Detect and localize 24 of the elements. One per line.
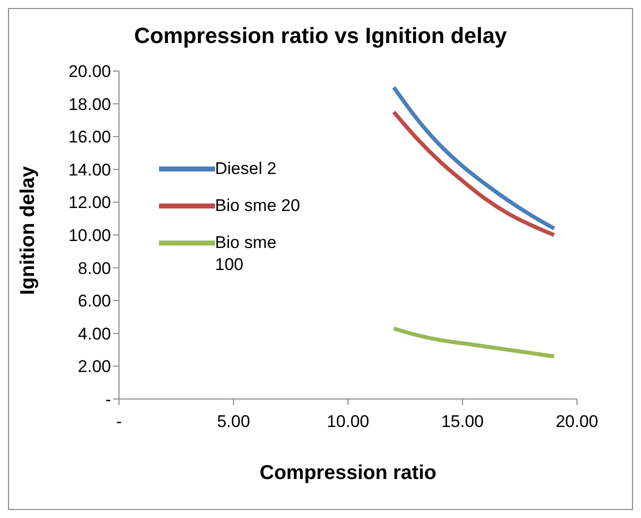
y-tick-label: 6.00 [78, 292, 111, 311]
x-tick-label: 5.00 [216, 412, 250, 432]
y-axis-title: Ignition delay [17, 165, 40, 295]
legend-label: Diesel 2 [215, 158, 278, 180]
legend-label: Bio sme 20 [215, 195, 302, 217]
y-tick-label: - [105, 390, 111, 410]
line-series [392, 326, 556, 358]
x-tick-label: 15.00 [441, 412, 484, 432]
y-tick-label: 8.00 [78, 258, 111, 278]
y-tick-label: 12.00 [68, 193, 111, 212]
y-tick-label: 16.00 [68, 128, 111, 147]
y-tick-label: 10.00 [68, 226, 111, 246]
x-axis-title: Compression ratio [260, 462, 436, 484]
y-tick-label: 20.00 [68, 62, 111, 82]
x-tick-label: 20.00 [556, 412, 598, 432]
legend-label: Bio sme 100 [215, 232, 278, 276]
x-tick-label: 10.00 [326, 412, 370, 432]
y-tick-label: 18.00 [68, 94, 111, 114]
y-tick-label: 14.00 [68, 160, 111, 180]
line-series [392, 85, 556, 230]
y-tick-label: 2.00 [78, 357, 111, 376]
y-tick-label: 4.00 [78, 324, 111, 344]
chart-title: Compression ratio vs Ignition delay [133, 23, 508, 49]
line-series [392, 110, 556, 237]
